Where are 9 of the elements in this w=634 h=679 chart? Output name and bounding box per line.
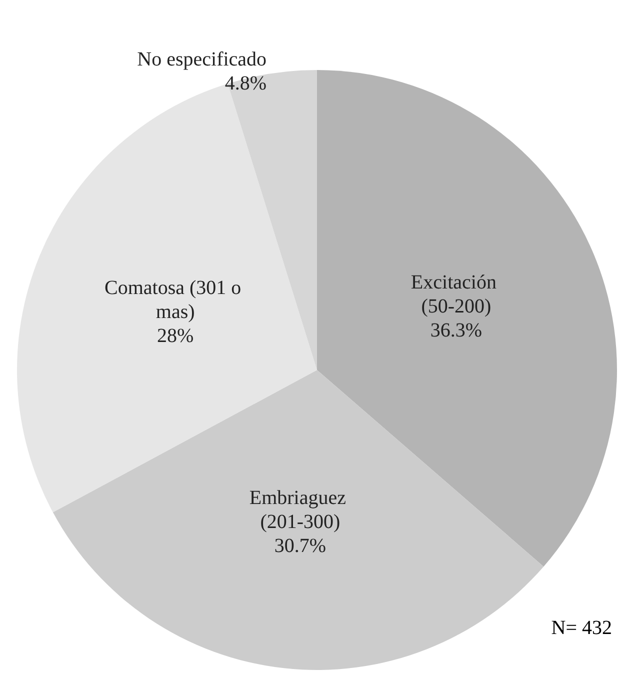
data-label: 30.7% [274, 535, 326, 558]
slice-label: Embriaguez (201-300) [249, 487, 351, 534]
text: N= 432 [551, 617, 612, 639]
slice-label: No especificado [137, 48, 267, 70]
slice-label: Excitación (50-200) [410, 271, 502, 318]
data-label: 36.3% [430, 319, 482, 342]
slice-label: Comatosa (301 o mas) [104, 277, 246, 324]
data-label: 28% [156, 325, 194, 348]
data-label: 4.8% [224, 72, 267, 94]
